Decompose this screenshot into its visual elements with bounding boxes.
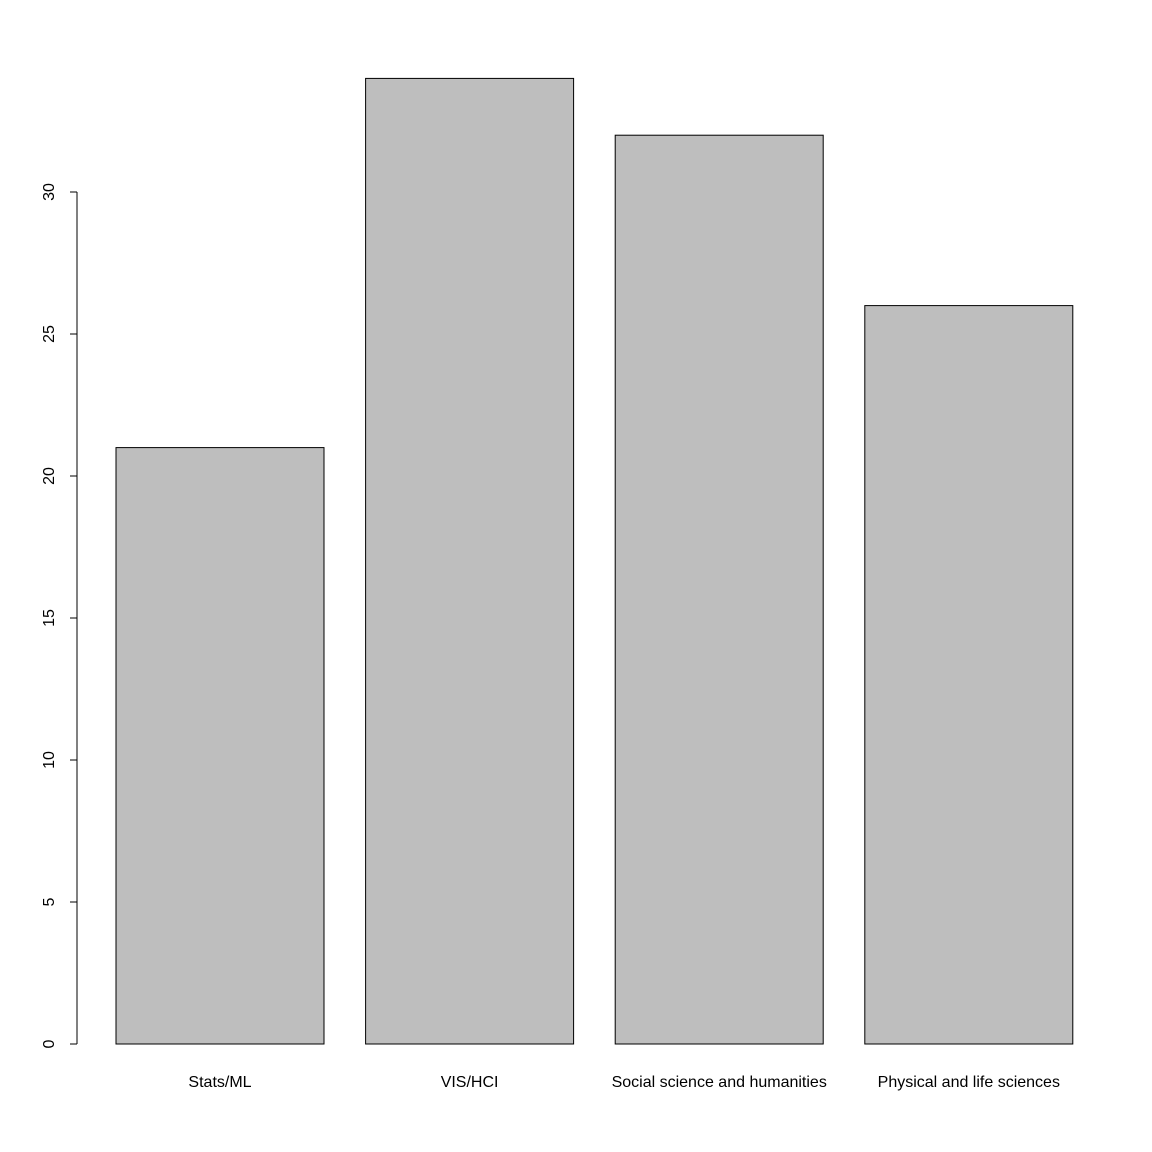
x-tick-label: Social science and humanities — [612, 1074, 827, 1091]
y-tick-label: 15 — [41, 609, 58, 627]
y-tick-label: 20 — [41, 467, 58, 485]
y-tick-label: 0 — [41, 1039, 58, 1048]
bar — [864, 305, 1074, 1045]
x-tick-label: Physical and life sciences — [878, 1074, 1060, 1091]
bar — [365, 77, 575, 1045]
y-tick-label: 5 — [41, 897, 58, 906]
y-tick-label: 10 — [41, 751, 58, 769]
bar — [614, 134, 824, 1045]
x-tick-label: Stats/ML — [188, 1074, 251, 1091]
y-tick-label: 30 — [41, 183, 58, 201]
x-tick-label: VIS/HCI — [441, 1074, 499, 1091]
bar — [115, 447, 325, 1045]
y-tick-label: 25 — [41, 325, 58, 343]
